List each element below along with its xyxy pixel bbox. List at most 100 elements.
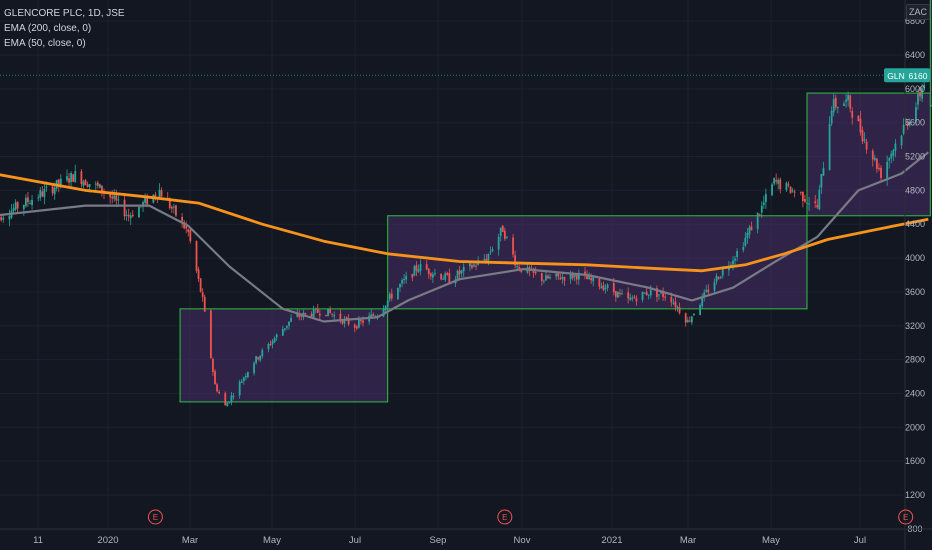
candle-body [181,217,184,222]
candle-body [440,273,443,280]
candle-body [327,308,329,317]
candle-body [397,287,399,300]
candle-body [701,296,704,307]
candle-body [616,291,619,298]
earnings-markers: EEEE [147,509,914,525]
candle-body [518,267,521,270]
candle-body [388,293,391,300]
candle-body [816,204,819,208]
earnings-marker-icon[interactable] [497,509,513,525]
candle-body [721,268,724,276]
candle-body [111,196,114,199]
candle-body [693,313,695,316]
candle-body [345,317,348,319]
candle-body [670,296,673,303]
x-axis: 11 2020 Mar May Jul Sep Nov 2021 Mar May Jul [0,528,932,546]
candle-body [499,227,502,236]
candle-body [660,292,662,294]
candle-body [799,192,802,194]
candle-body [142,202,144,207]
candle-body [878,168,880,170]
candle-body [290,318,292,322]
candle-body [857,115,860,122]
candle-body [902,124,905,134]
candle-body [894,143,897,151]
x-tick-label: 11 [33,535,43,546]
candle-body [39,190,42,198]
candle-body [74,171,77,182]
candle-body [246,372,249,378]
candle-body [288,321,290,326]
candle-body [429,273,432,277]
x-tick-label: 2020 [97,535,118,546]
candle-body [787,184,790,186]
candle-body [814,201,817,203]
candle-body [117,199,120,201]
candle-body [138,206,140,218]
candle-body [31,199,33,206]
candle-body [703,292,706,298]
candle-body [734,258,736,261]
candle-body [834,97,837,108]
candle-body [542,280,545,282]
candle-body [355,326,358,329]
candle-body [621,293,623,295]
x-tick-label: Sep [430,535,447,546]
y-tick-label: 2000 [905,422,925,432]
candle-body [312,308,315,319]
candle-body [742,246,745,250]
candle-body [2,218,5,220]
candle-body [267,343,270,349]
candle-body [230,395,233,403]
candle-body [370,314,373,318]
candle-body [588,276,591,280]
candle-body [80,171,83,184]
candle-body [86,184,89,187]
candle-body [828,124,831,171]
candle-body [160,190,163,197]
earnings-marker-icon[interactable] [147,509,163,525]
candle-body [316,308,319,313]
last-price-badge: GLN 6160 [0,68,930,83]
candle-body [779,179,782,190]
earnings-marker-icon[interactable] [898,509,914,525]
candle-body [226,402,229,407]
candle-body [569,272,572,280]
y-tick-label: 6000 [905,84,925,94]
candle-body [647,294,650,296]
candle-body [516,266,519,268]
candle-body [325,314,327,316]
candle-body [51,186,54,194]
candle-body [170,207,173,209]
currency-badge[interactable]: ZAC [906,4,930,20]
earnings-marker-label: E [502,513,507,522]
candle-body [820,174,823,188]
candle-body [203,296,206,312]
candle-body [405,275,408,280]
ema50-legend: EMA (50, close, 0) [4,38,86,49]
candle-body [399,284,401,288]
candle-body [427,268,430,274]
candle-body [773,178,776,184]
candle-body [199,278,202,292]
candle-body [68,178,70,183]
candle-body [257,357,260,360]
candle-body [475,265,477,267]
candle-body [259,355,262,361]
candle-body [600,286,603,289]
candle-body [664,296,667,298]
candle-body [347,318,350,325]
candle-body [684,313,687,323]
candle-body [575,274,578,280]
candle-body [109,192,112,198]
candle-body [189,230,192,242]
candle-body [27,197,29,203]
candle-body [240,381,243,383]
candle-body [520,269,523,272]
candle-body [915,107,917,123]
candle-body [45,186,48,188]
candle-body [275,334,278,338]
candle-body [98,184,101,188]
candle-body [154,194,157,197]
